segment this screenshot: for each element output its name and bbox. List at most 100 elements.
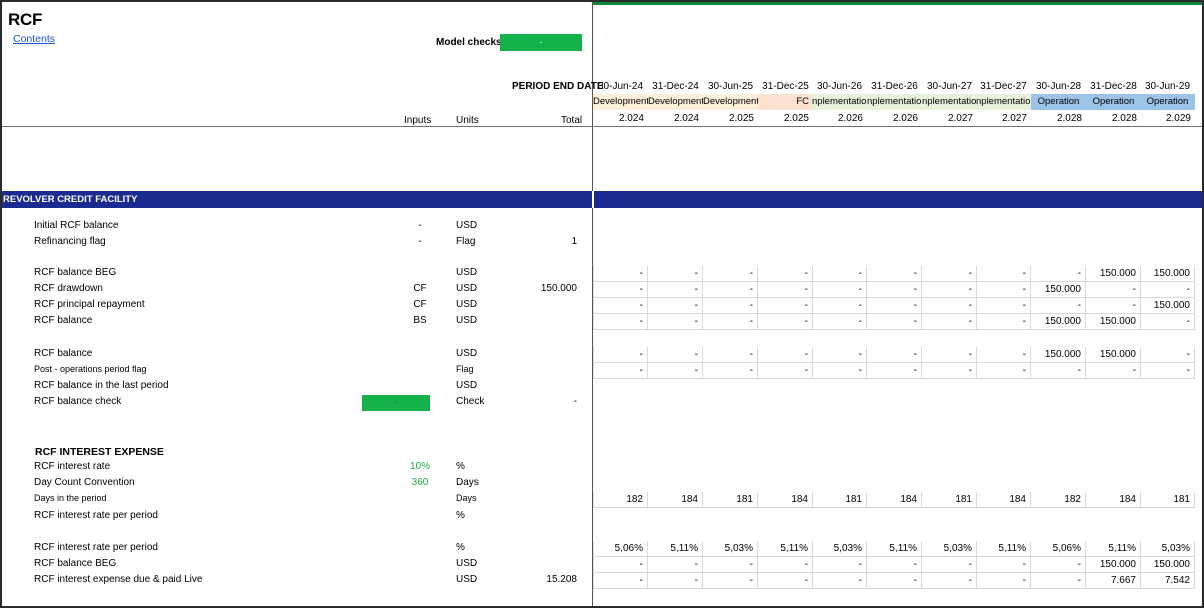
- value-cell[interactable]: -: [758, 347, 813, 363]
- value-cell[interactable]: 182: [1031, 492, 1086, 508]
- value-cell[interactable]: -: [648, 363, 703, 379]
- value-cell[interactable]: 5,11%: [648, 541, 703, 557]
- value-cell[interactable]: -: [812, 298, 867, 314]
- value-cell[interactable]: 181: [812, 492, 867, 508]
- value-cell[interactable]: -: [922, 347, 977, 363]
- value-cell[interactable]: 182: [593, 492, 648, 508]
- value-cell[interactable]: -: [758, 557, 813, 573]
- value-cell[interactable]: -: [648, 573, 703, 589]
- value-cell[interactable]: -: [922, 282, 977, 298]
- balance-check-cell[interactable]: -: [362, 395, 430, 411]
- row-input[interactable]: 360: [411, 477, 429, 488]
- value-cell[interactable]: -: [648, 282, 703, 298]
- value-cell[interactable]: -: [867, 347, 922, 363]
- value-cell[interactable]: -: [593, 573, 648, 589]
- value-cell[interactable]: 150.000: [1086, 314, 1141, 330]
- value-cell[interactable]: -: [922, 314, 977, 330]
- value-cell[interactable]: 181: [1140, 492, 1195, 508]
- value-cell[interactable]: -: [812, 573, 867, 589]
- value-cell[interactable]: -: [976, 282, 1031, 298]
- value-cell[interactable]: -: [812, 314, 867, 330]
- value-cell[interactable]: -: [1031, 573, 1086, 589]
- value-cell[interactable]: 5,11%: [867, 541, 922, 557]
- value-cell[interactable]: -: [648, 557, 703, 573]
- value-cell[interactable]: -: [1140, 363, 1195, 379]
- value-cell[interactable]: -: [758, 298, 813, 314]
- value-cell[interactable]: -: [703, 314, 758, 330]
- contents-link[interactable]: Contents: [13, 33, 56, 45]
- row-input[interactable]: CF: [413, 283, 427, 294]
- value-cell[interactable]: 184: [976, 492, 1031, 508]
- row-input[interactable]: BS: [413, 315, 427, 326]
- value-cell[interactable]: -: [648, 298, 703, 314]
- value-cell[interactable]: -: [758, 282, 813, 298]
- value-cell[interactable]: -: [593, 298, 648, 314]
- value-cell[interactable]: 184: [648, 492, 703, 508]
- value-cell[interactable]: -: [703, 282, 758, 298]
- model-checks-value[interactable]: -: [500, 34, 582, 51]
- value-cell[interactable]: 150.000: [1140, 298, 1195, 314]
- value-cell[interactable]: 5,11%: [976, 541, 1031, 557]
- value-cell[interactable]: 7.667: [1086, 573, 1141, 589]
- value-cell[interactable]: -: [703, 557, 758, 573]
- value-cell[interactable]: -: [593, 557, 648, 573]
- value-cell[interactable]: 150.000: [1031, 314, 1086, 330]
- value-cell[interactable]: 5,11%: [1086, 541, 1141, 557]
- value-cell[interactable]: -: [1086, 298, 1141, 314]
- value-cell[interactable]: -: [593, 347, 648, 363]
- value-cell[interactable]: -: [812, 347, 867, 363]
- row-input[interactable]: 10%: [409, 461, 430, 472]
- value-cell[interactable]: -: [1031, 298, 1086, 314]
- value-cell[interactable]: -: [976, 557, 1031, 573]
- value-cell[interactable]: -: [703, 347, 758, 363]
- value-cell[interactable]: -: [1031, 557, 1086, 573]
- value-cell[interactable]: 7.542: [1140, 573, 1195, 589]
- value-cell[interactable]: -: [976, 347, 1031, 363]
- value-cell[interactable]: -: [922, 557, 977, 573]
- value-cell[interactable]: -: [976, 573, 1031, 589]
- value-cell[interactable]: -: [1086, 282, 1141, 298]
- value-cell[interactable]: -: [1140, 347, 1195, 363]
- value-cell[interactable]: 5,06%: [1031, 541, 1086, 557]
- value-cell[interactable]: -: [922, 573, 977, 589]
- value-cell[interactable]: -: [976, 298, 1031, 314]
- value-cell[interactable]: -: [867, 282, 922, 298]
- value-cell[interactable]: -: [922, 266, 977, 282]
- value-cell[interactable]: -: [867, 573, 922, 589]
- row-input[interactable]: -: [418, 220, 422, 231]
- value-cell[interactable]: -: [758, 573, 813, 589]
- value-cell[interactable]: 150.000: [1031, 347, 1086, 363]
- value-cell[interactable]: -: [1031, 266, 1086, 282]
- value-cell[interactable]: 184: [1086, 492, 1141, 508]
- value-cell[interactable]: 5,03%: [703, 541, 758, 557]
- value-cell[interactable]: 5,03%: [922, 541, 977, 557]
- value-cell[interactable]: 150.000: [1031, 282, 1086, 298]
- value-cell[interactable]: -: [867, 266, 922, 282]
- value-cell[interactable]: 150.000: [1086, 347, 1141, 363]
- value-cell[interactable]: -: [593, 363, 648, 379]
- value-cell[interactable]: -: [812, 557, 867, 573]
- value-cell[interactable]: -: [922, 363, 977, 379]
- value-cell[interactable]: 5,11%: [758, 541, 813, 557]
- value-cell[interactable]: -: [758, 363, 813, 379]
- value-cell[interactable]: -: [648, 314, 703, 330]
- value-cell[interactable]: 181: [703, 492, 758, 508]
- value-cell[interactable]: -: [1031, 363, 1086, 379]
- value-cell[interactable]: -: [1086, 363, 1141, 379]
- value-cell[interactable]: 5,06%: [593, 541, 648, 557]
- value-cell[interactable]: -: [976, 266, 1031, 282]
- value-cell[interactable]: -: [1140, 314, 1195, 330]
- value-cell[interactable]: -: [922, 298, 977, 314]
- value-cell[interactable]: 184: [758, 492, 813, 508]
- value-cell[interactable]: -: [703, 298, 758, 314]
- value-cell[interactable]: -: [1140, 282, 1195, 298]
- value-cell[interactable]: 150.000: [1086, 557, 1141, 573]
- value-cell[interactable]: -: [758, 314, 813, 330]
- value-cell[interactable]: 181: [922, 492, 977, 508]
- value-cell[interactable]: -: [867, 314, 922, 330]
- value-cell[interactable]: -: [703, 266, 758, 282]
- value-cell[interactable]: -: [703, 573, 758, 589]
- value-cell[interactable]: 150.000: [1140, 266, 1195, 282]
- value-cell[interactable]: -: [593, 266, 648, 282]
